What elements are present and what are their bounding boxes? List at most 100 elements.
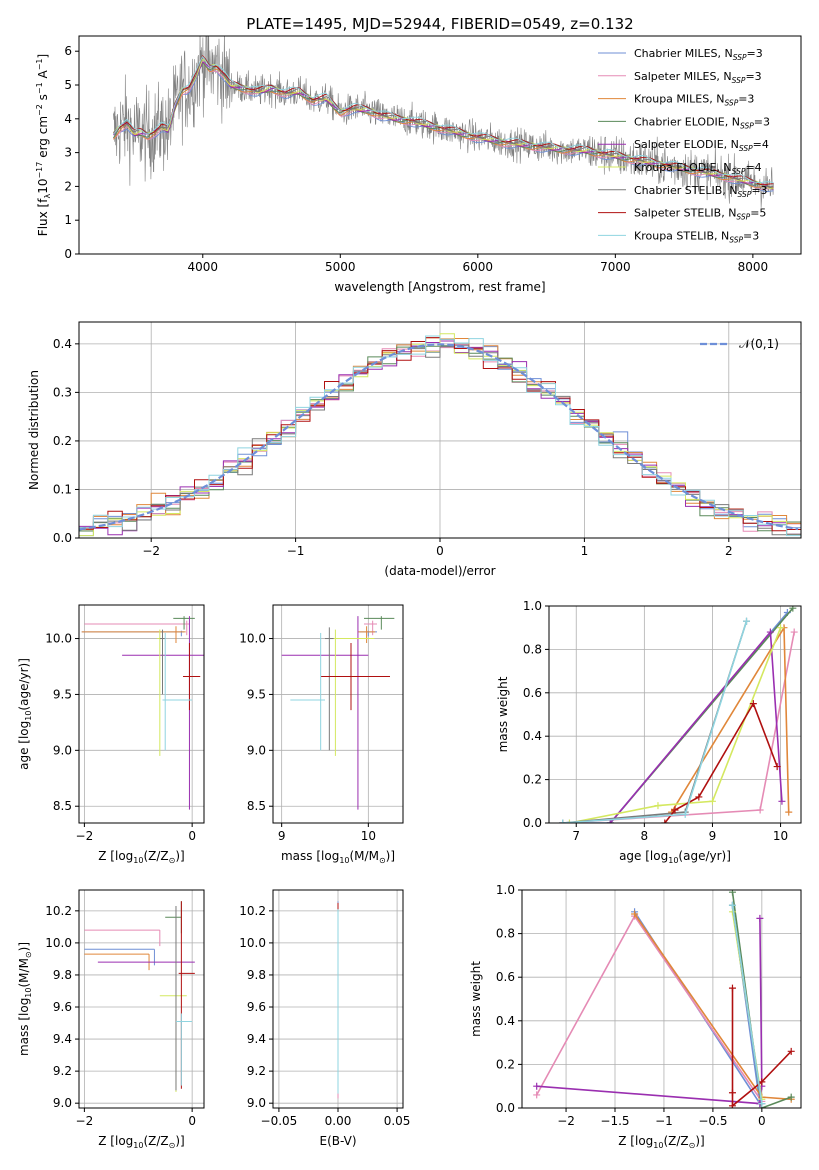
label-part: 10	[24, 711, 33, 721]
y-tick-label: 0.4	[496, 1014, 515, 1028]
mass-weight-marker	[708, 797, 716, 805]
x-tick-label: −0.5	[698, 1114, 727, 1128]
mass-weight-marker	[743, 617, 751, 625]
y-tick-label: 0.2	[53, 434, 72, 448]
legend-entry: Salpeter STELIB, NSSP=5	[634, 207, 766, 222]
mass-weight-marker	[758, 1100, 766, 1108]
x-tick-label: −2	[557, 1114, 575, 1128]
model-spectrum-line	[113, 55, 774, 186]
y-axis-label: mass [log10​(M/M⊙​)]	[17, 942, 33, 1056]
legend-sub: SSP	[732, 167, 746, 176]
legend-text: Kroupa ELODIE, N	[634, 161, 732, 174]
legend-text: Salpeter ELODIE, N	[634, 138, 739, 151]
y-tick-label: 9.5	[53, 687, 72, 701]
mass-weight-line	[731, 905, 763, 1104]
y-tick-label: 0.1	[53, 482, 72, 496]
mass-weight-marker	[777, 624, 785, 632]
mass-weight-line	[731, 892, 792, 1108]
y-tick-label: 10.0	[45, 936, 72, 950]
y-tick-label: 10.0	[239, 936, 266, 950]
y-tick-label: 0.2	[523, 773, 542, 787]
axes-frame	[78, 889, 205, 1109]
legend-text: Chabrier STELIB, N	[634, 184, 738, 197]
mass-weight-marker	[606, 819, 614, 823]
y-axis-label: Normed distribution	[27, 370, 41, 490]
x-tick-label: −2	[76, 829, 94, 843]
y-tick-label: 0.3	[53, 385, 72, 399]
legend-sub: SSP	[724, 99, 738, 108]
mass-weight-marker	[661, 819, 669, 823]
legend-entry: Salpeter MILES, NSSP=3	[634, 70, 762, 85]
label-part: 10	[36, 179, 50, 194]
mass-vs-EBV-panel: −0.05 0.00 0.05 9.0 9.2 9.4 9.6 9.8 10.0 10.2 E(B-…	[239, 889, 410, 1148]
legend-text: =3	[745, 70, 761, 83]
mass-weight-marker	[671, 806, 679, 814]
plot-area	[113, 36, 774, 208]
mass-weight-marker	[787, 1047, 795, 1055]
y-tick-label: 1	[64, 213, 72, 227]
y-tick-label: 0.4	[53, 337, 72, 351]
label-part: 10	[668, 856, 678, 865]
y-tick-label: 5	[64, 78, 72, 92]
legend-text: =3	[754, 115, 770, 128]
label-part: erg cm	[36, 116, 50, 162]
legend-text: =3	[751, 184, 767, 197]
y-tick-label: 0.2	[496, 1057, 515, 1071]
mass-weight-marker	[565, 819, 573, 823]
x-tick-label: 9	[278, 829, 286, 843]
x-axis-label: wavelength [Angstrom, rest frame]	[334, 280, 545, 294]
y-tick-label: 9.0	[53, 1096, 72, 1110]
residual-histogram	[79, 333, 801, 537]
label-part: −2	[35, 104, 44, 116]
y-tick-label: 6	[64, 44, 72, 58]
label-part: (Z/Z	[143, 849, 168, 863]
figure-title: PLATE=1495, MJD=52944, FIBERID=0549, z=0…	[246, 15, 633, 33]
y-tick-label: 8.5	[53, 799, 72, 813]
x-tick-label: −2	[142, 544, 160, 558]
y-tick-label: 9.2	[247, 1064, 266, 1078]
x-axis-label: (data-model)/error	[384, 564, 495, 578]
label-part: )]	[695, 1134, 704, 1148]
x-axis-label: age [log10​(age/yr)]	[619, 849, 731, 865]
y-tick-label: 4	[64, 112, 72, 126]
legend-entry: Kroupa ELODIE, NSSP=4	[634, 161, 762, 176]
y-tick-label: 9.0	[53, 743, 72, 757]
mass-weight-line	[536, 918, 763, 1105]
legend-sub: SSP	[738, 190, 752, 199]
mass-weight-marker	[631, 910, 639, 918]
x-tick-label: 0	[188, 829, 196, 843]
legend-entry: Chabrier STELIB, NSSP=3	[634, 184, 768, 199]
x-tick-label: 1	[581, 544, 589, 558]
label-part: (M/M	[17, 958, 31, 987]
x-tick-label: 7000	[600, 260, 631, 274]
mass-weight-marker	[681, 810, 689, 818]
legend-entry: Chabrier ELODIE, NSSP=3	[634, 115, 770, 130]
x-axis-label: Z [log10​(Z/Z⊙​)]	[98, 849, 184, 865]
x-tick-label: 5000	[325, 260, 356, 274]
axes-frame	[78, 35, 802, 255]
y-tick-label: 10.2	[239, 904, 266, 918]
legend-sub: SSP	[729, 235, 743, 244]
mass-weight-marker	[787, 1093, 795, 1101]
plot-area	[281, 616, 395, 810]
y-tick-label: 0.0	[523, 816, 542, 830]
legend-text: Chabrier ELODIE, N	[634, 115, 740, 128]
y-tick-label: 8.5	[247, 799, 266, 813]
y-tick-label: 9.6	[247, 1000, 266, 1014]
plot-area	[81, 616, 204, 810]
mass-weight-marker	[559, 819, 567, 823]
label-part: age [log	[619, 849, 668, 863]
observed-spectrum-line	[113, 36, 774, 208]
label-part: Flux [f	[36, 198, 50, 236]
y-axis-label: mass weight	[469, 961, 483, 1037]
y-tick-label: 10.0	[239, 632, 266, 646]
y-tick-label: 0.0	[496, 1101, 515, 1115]
label-part: 10	[133, 1141, 143, 1150]
x-tick-label: −0.05	[261, 1114, 298, 1128]
label-part: Z [log	[98, 1134, 133, 1148]
y-tick-label: 0.0	[53, 531, 72, 545]
mass-vs-Z-panel: −2 0 9.0 9.2 9.4 9.6 9.8 10.0 10.2 Z [log10​(Z/Z⊙…	[17, 889, 205, 1150]
